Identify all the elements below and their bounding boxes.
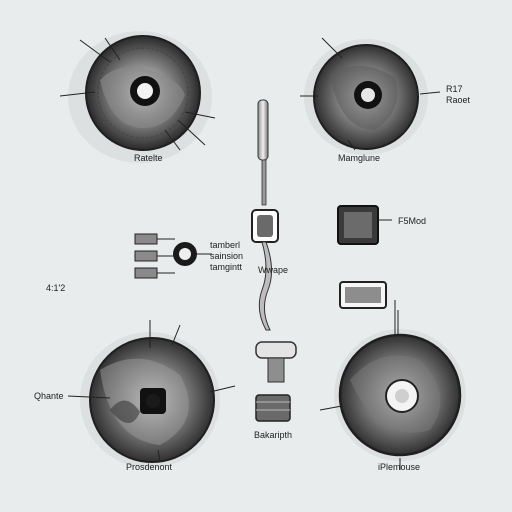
side-note: 4:1'2 — [46, 283, 66, 293]
bottom-left-side-label: Qhante — [34, 391, 64, 401]
top-right-caption: Mamglune — [338, 153, 381, 163]
disc-bottom-right — [319, 310, 466, 470]
spring-assembly — [134, 233, 212, 279]
disc-top-right — [300, 37, 441, 155]
spring-label-2: sainsion — [210, 251, 244, 261]
disc-bottom-left — [67, 320, 236, 468]
center-label: Wwape — [258, 265, 289, 275]
central-shaft — [251, 99, 297, 422]
disc-top-left — [59, 31, 216, 163]
top-right-note-2: Raoet — [446, 95, 471, 105]
bottom-left-caption: Prosdenont — [126, 462, 173, 472]
block-label: F5Mod — [398, 216, 427, 226]
block-upper — [337, 205, 392, 245]
bottom-right-caption: iPlemouse — [378, 462, 421, 472]
top-left-caption: Ratelte — [134, 153, 163, 163]
top-right-note-1: R17 — [446, 84, 463, 94]
bottom-center-caption: Bakaripth — [254, 430, 293, 440]
spring-label-1: tamberl — [210, 240, 241, 250]
block-lower — [339, 281, 396, 334]
spring-label-3: tamgintt — [210, 262, 243, 272]
